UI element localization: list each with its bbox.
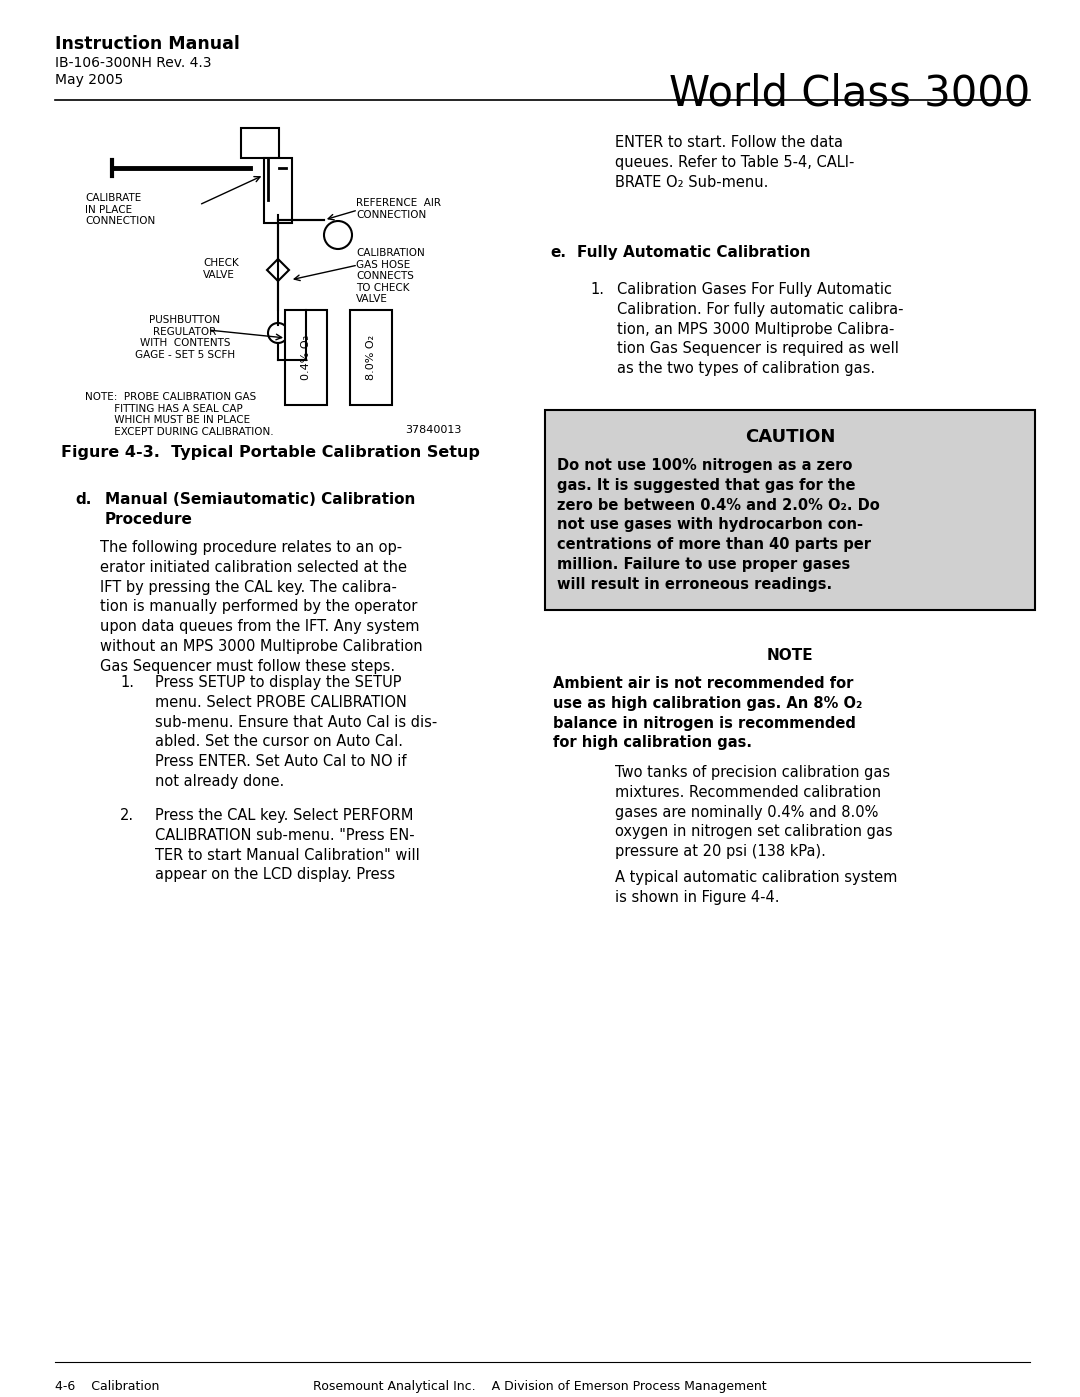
Text: Two tanks of precision calibration gas
mixtures. Recommended calibration
gases a: Two tanks of precision calibration gas m… xyxy=(615,766,893,859)
Text: A typical automatic calibration system
is shown in Figure 4-4.: A typical automatic calibration system i… xyxy=(615,870,897,905)
Text: CAUTION: CAUTION xyxy=(745,427,835,446)
Text: 0.4% O₂: 0.4% O₂ xyxy=(301,335,311,380)
Text: ENTER to start. Follow the data
queues. Refer to Table 5-4, CALI-
BRATE O₂ Sub-m: ENTER to start. Follow the data queues. … xyxy=(615,136,854,190)
Text: 37840013: 37840013 xyxy=(406,425,462,434)
Text: Calibration Gases For Fully Automatic
Calibration. For fully automatic calibra-
: Calibration Gases For Fully Automatic Ca… xyxy=(617,282,904,376)
Text: 2.: 2. xyxy=(120,807,134,823)
Text: 8.0% O₂: 8.0% O₂ xyxy=(366,335,376,380)
Text: Ambient air is not recommended for
use as high calibration gas. An 8% O₂
balance: Ambient air is not recommended for use a… xyxy=(553,676,862,750)
Bar xyxy=(241,129,279,158)
Text: 4-6    Calibration: 4-6 Calibration xyxy=(55,1380,160,1393)
Text: CALIBRATE
IN PLACE
CONNECTION: CALIBRATE IN PLACE CONNECTION xyxy=(85,193,156,226)
Text: May 2005: May 2005 xyxy=(55,73,123,87)
Text: IB-106-300NH Rev. 4.3: IB-106-300NH Rev. 4.3 xyxy=(55,56,212,70)
Text: Manual (Semiautomatic) Calibration
Procedure: Manual (Semiautomatic) Calibration Proce… xyxy=(105,492,416,527)
Bar xyxy=(545,409,1035,610)
Text: 1.: 1. xyxy=(590,282,604,298)
Text: CHECK
VALVE: CHECK VALVE xyxy=(203,258,239,279)
Text: Fully Automatic Calibration: Fully Automatic Calibration xyxy=(577,244,811,260)
Text: World Class 3000: World Class 3000 xyxy=(669,73,1030,115)
Text: Figure 4-3.  Typical Portable Calibration Setup: Figure 4-3. Typical Portable Calibration… xyxy=(60,446,480,460)
Text: REFERENCE  AIR
CONNECTION: REFERENCE AIR CONNECTION xyxy=(356,198,441,219)
Text: Press the CAL key. Select PERFORM
CALIBRATION sub-menu. "Press EN-
TER to start : Press the CAL key. Select PERFORM CALIBR… xyxy=(156,807,420,883)
Polygon shape xyxy=(267,258,289,281)
Text: Instruction Manual: Instruction Manual xyxy=(55,35,240,53)
Text: PUSHBUTTON
REGULATOR
WITH  CONTENTS
GAGE - SET 5 SCFH: PUSHBUTTON REGULATOR WITH CONTENTS GAGE … xyxy=(135,314,235,360)
Bar xyxy=(350,310,392,405)
Bar xyxy=(285,310,327,405)
Text: NOTE: NOTE xyxy=(767,648,813,664)
Circle shape xyxy=(324,221,352,249)
Text: e.: e. xyxy=(550,244,566,260)
Text: Rosemount Analytical Inc.    A Division of Emerson Process Management: Rosemount Analytical Inc. A Division of … xyxy=(313,1380,767,1393)
Text: The following procedure relates to an op-
erator initiated calibration selected : The following procedure relates to an op… xyxy=(100,541,422,673)
Text: NOTE:  PROBE CALIBRATION GAS
         FITTING HAS A SEAL CAP
         WHICH MUST: NOTE: PROBE CALIBRATION GAS FITTING HAS … xyxy=(85,393,273,437)
Text: Do not use 100% nitrogen as a zero
gas. It is suggested that gas for the
zero be: Do not use 100% nitrogen as a zero gas. … xyxy=(557,458,880,592)
Text: CALIBRATION
GAS HOSE
CONNECTS
TO CHECK
VALVE: CALIBRATION GAS HOSE CONNECTS TO CHECK V… xyxy=(356,249,424,305)
Bar xyxy=(264,158,292,224)
Text: 1.: 1. xyxy=(120,675,134,690)
Text: d.: d. xyxy=(75,492,92,507)
Circle shape xyxy=(268,323,288,344)
Text: Press SETUP to display the SETUP
menu. Select PROBE CALIBRATION
sub-menu. Ensure: Press SETUP to display the SETUP menu. S… xyxy=(156,675,437,789)
